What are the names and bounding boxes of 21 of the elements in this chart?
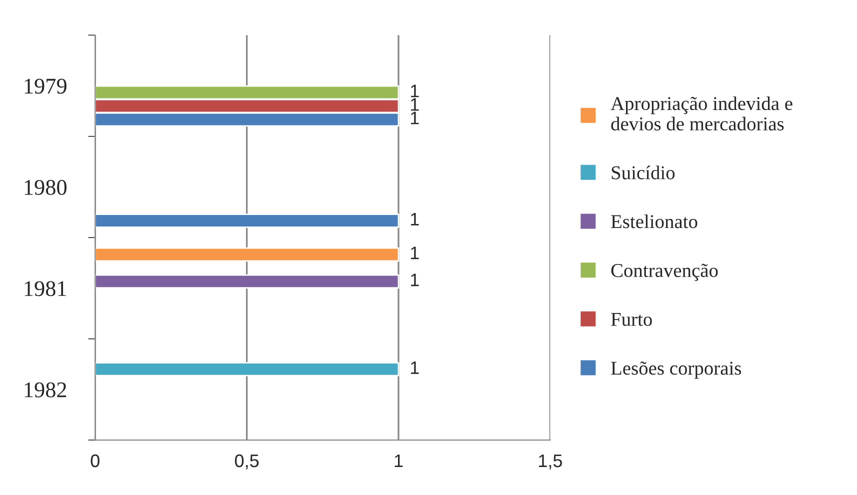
legend-label: Suicídio [612, 166, 675, 180]
x-tick-label: 0 [90, 454, 100, 468]
x-tick-label: 1,5 [539, 454, 562, 470]
legend-label: Apropriação indevida e devios de mercadorias [610, 96, 792, 130]
x-tick-label: 1 [394, 454, 403, 468]
data-label: 1 [410, 212, 419, 226]
x-tick-label: 0,5 [234, 454, 259, 470]
y-tick-label: 1982 [24, 382, 66, 398]
data-label: 1 [410, 361, 419, 374]
data-label: 1 [410, 246, 419, 260]
legend-label: Lesões corporais [611, 361, 742, 379]
legend-label: Contravenção [611, 264, 718, 282]
data-label: 1 [410, 98, 419, 111]
y-tick-label: 1979 [24, 78, 66, 94]
legend-label: Estelionato [611, 214, 698, 228]
data-label: 1 [410, 112, 419, 124]
data-label: 1 [410, 274, 419, 286]
legend-label: Furto [611, 313, 652, 326]
y-tick-label: 1980 [24, 180, 66, 195]
data-label: 1 [410, 84, 419, 98]
y-tick-label: 1981 [24, 281, 66, 296]
